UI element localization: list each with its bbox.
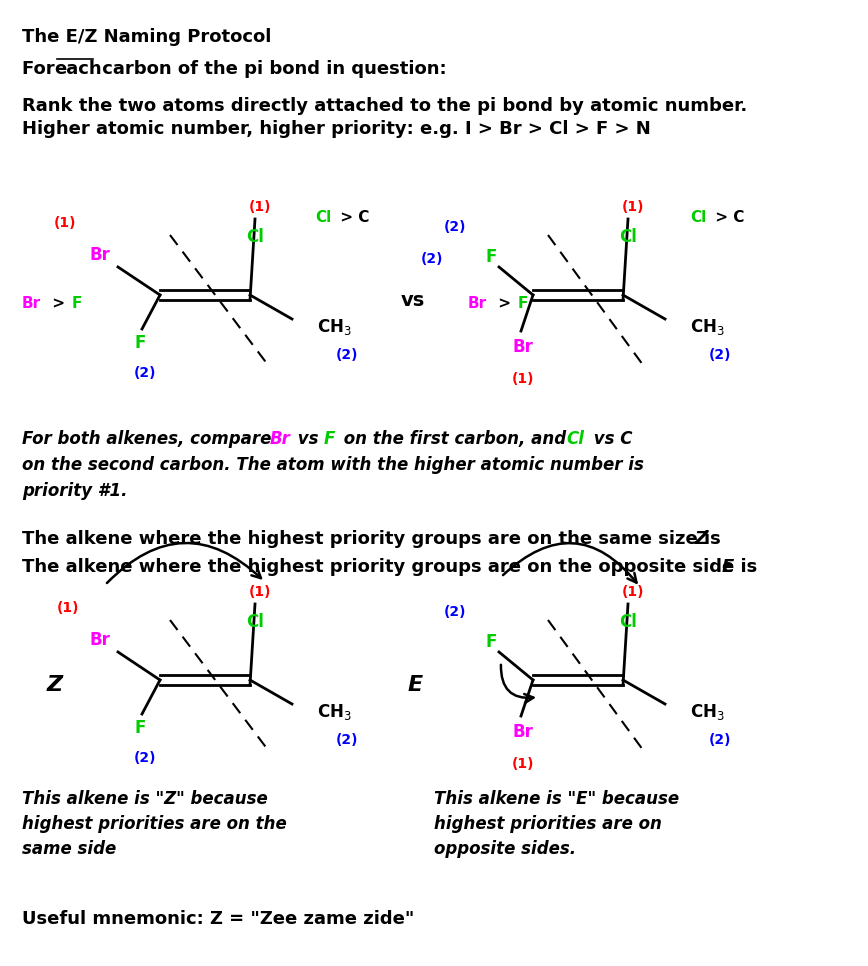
Text: (1): (1): [54, 216, 76, 230]
Text: This alkene is "Z" because
highest priorities are on the
same side: This alkene is "Z" because highest prior…: [22, 790, 286, 858]
Text: Useful mnemonic: Z = "Zee zame zide": Useful mnemonic: Z = "Zee zame zide": [22, 910, 414, 928]
Text: (2): (2): [444, 605, 466, 619]
Text: (1): (1): [56, 601, 79, 615]
Text: The E/Z Naming Protocol: The E/Z Naming Protocol: [22, 28, 272, 46]
Text: F: F: [485, 248, 496, 266]
Text: Cl: Cl: [246, 228, 264, 246]
Text: Cl: Cl: [246, 613, 264, 631]
Text: F: F: [324, 430, 335, 448]
Text: Rank the two atoms directly attached to the pi bond by atomic number.: Rank the two atoms directly attached to …: [22, 97, 747, 115]
Text: Br: Br: [270, 430, 291, 448]
Text: F: F: [135, 334, 146, 352]
Text: priority #1.: priority #1.: [22, 482, 128, 500]
Text: This alkene is "E" because
highest priorities are on
opposite sides.: This alkene is "E" because highest prior…: [434, 790, 679, 858]
Text: Higher atomic number, higher priority: e.g. I > Br > Cl > F > N: Higher atomic number, higher priority: e…: [22, 120, 651, 138]
Text: Br: Br: [89, 631, 110, 649]
Text: > C: > C: [710, 210, 745, 224]
Text: Cl: Cl: [690, 210, 707, 224]
Text: Cl: Cl: [315, 210, 332, 224]
Text: each: each: [54, 60, 102, 78]
Text: (1): (1): [249, 585, 271, 599]
Text: CH$_3$: CH$_3$: [690, 317, 725, 337]
Text: CH$_3$: CH$_3$: [317, 317, 352, 337]
Text: Z: Z: [47, 675, 63, 695]
Text: >: >: [493, 296, 516, 310]
Text: (1): (1): [512, 372, 534, 386]
Text: (2): (2): [444, 220, 466, 234]
Text: (1): (1): [621, 200, 644, 214]
Text: vs C: vs C: [588, 430, 633, 448]
Text: (1): (1): [621, 585, 644, 599]
Text: >: >: [47, 296, 70, 310]
Text: F: F: [485, 633, 496, 651]
FancyArrowPatch shape: [501, 665, 534, 703]
Text: (2): (2): [709, 348, 731, 362]
Text: Cl: Cl: [566, 430, 584, 448]
Text: F: F: [135, 719, 146, 737]
Text: CH$_3$: CH$_3$: [690, 702, 725, 722]
Text: The alkene where the highest priority groups are on the same size is: The alkene where the highest priority gr…: [22, 530, 727, 548]
Text: The alkene where the highest priority groups are on the opposite side is: The alkene where the highest priority gr…: [22, 558, 764, 576]
Text: (2): (2): [420, 252, 443, 266]
Text: Br: Br: [22, 296, 41, 310]
Text: (2): (2): [134, 366, 156, 380]
Text: Br: Br: [513, 723, 534, 741]
Text: CH$_3$: CH$_3$: [317, 702, 352, 722]
Text: carbon of the pi bond in question:: carbon of the pi bond in question:: [96, 60, 447, 78]
Text: Z: Z: [694, 530, 707, 548]
Text: (2): (2): [709, 733, 731, 747]
FancyArrowPatch shape: [503, 543, 636, 582]
Text: vs: vs: [401, 291, 425, 309]
Text: vs: vs: [292, 430, 325, 448]
Text: Br: Br: [89, 246, 110, 264]
Text: (1): (1): [512, 757, 534, 771]
Text: (2): (2): [336, 733, 358, 747]
Text: on the second carbon. The atom with the higher atomic number is: on the second carbon. The atom with the …: [22, 456, 644, 474]
Text: on the first carbon, and: on the first carbon, and: [338, 430, 572, 448]
Text: E: E: [407, 675, 423, 695]
Text: (1): (1): [249, 200, 271, 214]
Text: For both alkenes, compare: For both alkenes, compare: [22, 430, 277, 448]
Text: F: F: [518, 296, 529, 310]
Text: (2): (2): [336, 348, 358, 362]
Text: F: F: [72, 296, 82, 310]
Text: Br: Br: [513, 338, 534, 356]
Text: Cl: Cl: [619, 613, 637, 631]
Text: > C: > C: [335, 210, 370, 224]
Text: For: For: [22, 60, 61, 78]
Text: Cl: Cl: [619, 228, 637, 246]
Text: (2): (2): [134, 751, 156, 765]
Text: E: E: [722, 558, 734, 576]
FancyArrowPatch shape: [107, 543, 261, 583]
Text: Br: Br: [468, 296, 487, 310]
